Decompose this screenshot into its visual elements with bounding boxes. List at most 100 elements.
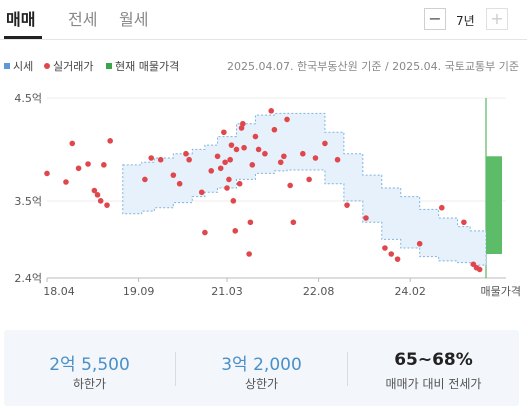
legend-label: 실거래가 [53,60,94,73]
trade-point[interactable] [75,165,82,172]
trade-point[interactable] [290,219,297,226]
trade-point[interactable] [104,202,110,208]
trade-point[interactable] [344,202,350,208]
trade-point[interactable] [157,156,164,163]
trade-point[interactable] [85,161,91,167]
trade-point[interactable] [438,204,445,211]
period-increase-button[interactable]: + [486,8,508,30]
trade-point[interactable] [63,179,69,185]
trade-point[interactable] [233,146,240,153]
trade-point[interactable] [224,185,230,191]
stat-label: 하한가 [72,377,107,391]
x-tick-label: 22.08 [303,285,335,298]
trade-point[interactable] [416,240,423,247]
trade-point[interactable] [322,140,328,147]
trade-point[interactable] [186,156,192,163]
legend-swatch-icon [106,63,112,69]
stat-upper-price: 3억 2,000 상한가 [176,330,347,406]
trade-point[interactable] [300,150,306,157]
tab-monthly-rent[interactable]: 월세 [119,10,149,29]
stat-value: 3억 2,000 [221,355,302,375]
stat-divider [175,352,176,386]
trade-point[interactable] [202,229,208,236]
active-tab-indicator [4,36,42,39]
trade-point[interactable] [394,256,401,262]
trade-point[interactable] [287,182,293,189]
trade-point[interactable] [91,187,98,194]
stat-value: 2억 5,500 [49,355,130,375]
trade-point[interactable] [236,180,243,187]
trade-point[interactable] [246,251,252,257]
trade-point[interactable] [306,176,312,183]
price-summary: 2억 5,500 하한가 3억 2,000 상한가 65~68% 매매가 대비 … [4,330,519,406]
trade-point[interactable] [222,159,228,166]
listing-price-axis-label: 매물가격 [481,285,521,298]
market-price-band [122,112,487,266]
trade-point[interactable] [312,155,319,161]
trade-point[interactable] [255,146,262,153]
legend-item-market-price: 시세 [4,58,33,74]
trade-point[interactable] [262,150,268,157]
trade-point[interactable] [94,192,101,198]
trade-point[interactable] [281,153,287,160]
stat-label: 매매가 대비 전세가 [385,377,482,391]
trade-point[interactable] [461,219,467,226]
x-tick-label: 24.02 [394,285,426,298]
trade-point[interactable] [240,120,246,127]
trade-point[interactable] [247,219,254,226]
trade-point[interactable] [388,251,395,257]
y-tick-label: 4.5억 [14,92,42,105]
trade-point[interactable] [148,155,155,161]
y-tick-label: 2.4억 [14,272,42,285]
legend-label: 시세 [13,60,34,73]
trade-point[interactable] [198,189,205,196]
trade-point[interactable] [227,156,233,163]
stat-divider [347,352,348,386]
trade-point[interactable] [334,156,341,163]
trade-point[interactable] [217,165,224,172]
trade-point[interactable] [284,116,290,123]
period-decrease-button[interactable]: − [424,8,446,30]
tab-jeonse[interactable]: 전세 [68,10,98,29]
stat-lower-price: 2억 5,500 하한가 [4,330,175,406]
trade-point[interactable] [170,172,177,178]
trade-point[interactable] [476,266,483,273]
trade-point[interactable] [69,140,76,147]
legend-item-listing-price: 현재 매물가격 [106,58,179,74]
trade-point[interactable] [232,228,239,234]
trade-point[interactable] [214,153,221,160]
trade-point[interactable] [226,176,232,183]
x-tick-label: 19.09 [123,285,155,298]
trade-points [44,108,483,273]
trade-point[interactable] [101,162,107,168]
trade-point[interactable] [176,180,183,187]
trade-point[interactable] [142,176,148,183]
trade-point[interactable] [44,170,50,177]
trade-point[interactable] [363,215,369,221]
trade-point[interactable] [107,138,113,144]
trade-point[interactable] [221,129,227,136]
legend-item-trade-price: 실거래가 [44,58,93,74]
y-axis-ticks: 4.5억 3.5억 2.4억 [14,92,42,285]
trade-point[interactable] [268,108,275,114]
deal-type-tabs: 매매 전세 월세 − 7년 + [0,0,527,40]
trade-point[interactable] [183,150,189,157]
trade-point[interactable] [97,198,104,204]
tabs-divider [0,39,527,40]
trade-point[interactable] [277,159,284,166]
legend-dot-icon [44,63,50,69]
legend-label: 현재 매물가격 [115,60,180,73]
stat-label: 상한가 [244,377,279,391]
tab-sale[interactable]: 매매 [6,10,36,29]
trade-point[interactable] [228,142,235,148]
trade-point[interactable] [271,126,278,133]
trade-point[interactable] [208,168,215,174]
price-chart: 4.5억 3.5억 2.4억 18.04 19.09 21.03 22.08 24.02 매물… [14,92,521,298]
trade-point[interactable] [249,162,256,168]
trade-point[interactable] [382,245,388,251]
legend-swatch-icon [4,63,10,69]
trade-point[interactable] [230,198,237,204]
trade-point[interactable] [241,144,247,151]
trade-point[interactable] [238,125,245,131]
trade-point[interactable] [252,133,259,140]
